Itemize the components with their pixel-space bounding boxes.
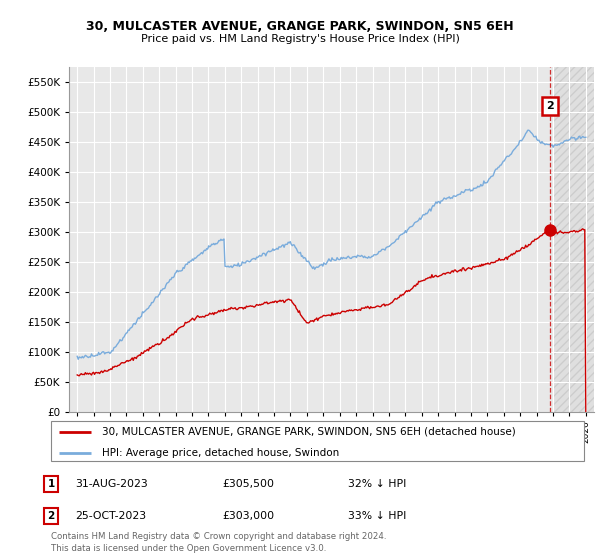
Text: 25-OCT-2023: 25-OCT-2023: [75, 511, 146, 521]
Text: HPI: Average price, detached house, Swindon: HPI: Average price, detached house, Swin…: [102, 448, 339, 458]
Bar: [554, 67, 600, 412]
Text: 32% ↓ HPI: 32% ↓ HPI: [348, 479, 406, 489]
Text: 2: 2: [547, 101, 554, 111]
Text: Price paid vs. HM Land Registry's House Price Index (HPI): Price paid vs. HM Land Registry's House …: [140, 34, 460, 44]
Text: £305,500: £305,500: [222, 479, 274, 489]
Text: Contains HM Land Registry data © Crown copyright and database right 2024.
This d: Contains HM Land Registry data © Crown c…: [51, 532, 386, 553]
Text: 1: 1: [47, 479, 55, 489]
Text: 30, MULCASTER AVENUE, GRANGE PARK, SWINDON, SN5 6EH (detached house): 30, MULCASTER AVENUE, GRANGE PARK, SWIND…: [102, 427, 516, 437]
Text: 31-AUG-2023: 31-AUG-2023: [75, 479, 148, 489]
Text: 2: 2: [47, 511, 55, 521]
Text: £303,000: £303,000: [222, 511, 274, 521]
Text: 33% ↓ HPI: 33% ↓ HPI: [348, 511, 406, 521]
FancyBboxPatch shape: [50, 421, 584, 461]
Text: 30, MULCASTER AVENUE, GRANGE PARK, SWINDON, SN5 6EH: 30, MULCASTER AVENUE, GRANGE PARK, SWIND…: [86, 20, 514, 32]
